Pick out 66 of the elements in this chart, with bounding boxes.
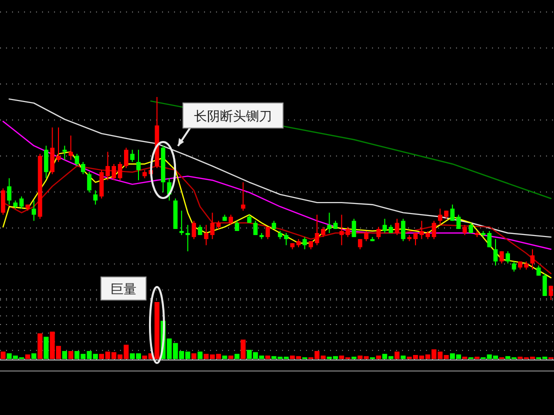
- bar: [228, 356, 234, 359]
- candlestick: [186, 224, 190, 252]
- candlestick: [401, 218, 406, 242]
- annotation: 巨量: [110, 282, 136, 298]
- bar: [38, 333, 42, 359]
- candlestick: [32, 200, 36, 222]
- candlestick: [500, 250, 504, 264]
- bar: [400, 356, 406, 359]
- candlestick: [56, 126, 61, 162]
- candlestick: [450, 204, 455, 222]
- candlestick: [413, 232, 418, 246]
- candlestick: [462, 224, 467, 236]
- candlestick: [118, 161, 122, 181]
- candlestick: [358, 238, 362, 250]
- bar: [198, 352, 203, 359]
- candlestick: [87, 172, 92, 193]
- candlestick: [284, 232, 288, 246]
- bar: [62, 351, 68, 359]
- candlestick: [302, 236, 307, 250]
- candlestick: [314, 214, 320, 246]
- annotation: 长阴断头铡刀: [194, 110, 272, 124]
- candlestick: [44, 145, 48, 179]
- candlestick: [93, 190, 98, 206]
- candlestick: [179, 210, 184, 236]
- candlestick: [266, 226, 270, 240]
- bar: [222, 356, 228, 359]
- candlestick: [253, 220, 258, 236]
- bar: [154, 302, 160, 359]
- candlestick: [394, 218, 400, 236]
- candlestick: [0, 188, 6, 216]
- bar: [394, 352, 400, 359]
- bar: [0, 352, 6, 359]
- candlestick: [530, 248, 535, 270]
- candlestick: [234, 220, 240, 232]
- candlestick: [506, 250, 510, 264]
- bar: [191, 353, 196, 359]
- candlestick: [136, 149, 141, 181]
- candlestick: [68, 135, 73, 160]
- candlestick: [130, 149, 134, 162]
- bar: [44, 336, 49, 359]
- candlestick: [192, 220, 196, 240]
- candlestick: [493, 238, 498, 266]
- bar: [376, 356, 382, 359]
- bar: [31, 353, 36, 359]
- candlestick: [19, 196, 24, 210]
- candlestick: [542, 273, 547, 296]
- bar: [265, 356, 270, 359]
- candlestick: [456, 214, 461, 230]
- candlestick: [321, 226, 326, 238]
- candlestick: [364, 230, 368, 242]
- candlestick: [376, 226, 381, 240]
- candlestick: [124, 147, 128, 169]
- bar: [240, 340, 246, 359]
- bar: [68, 351, 74, 359]
- candlestick: [7, 178, 12, 206]
- candlestick: [62, 145, 67, 160]
- candlestick: [327, 212, 332, 234]
- candlestick: [512, 260, 516, 272]
- candlestick: [228, 214, 233, 226]
- candlestick: [432, 220, 436, 240]
- candlestick: [80, 161, 86, 175]
- candlestick: [352, 218, 356, 238]
- bar: [234, 354, 240, 359]
- candlestick: [74, 153, 80, 167]
- candlestick: [240, 182, 246, 212]
- bar: [25, 354, 30, 359]
